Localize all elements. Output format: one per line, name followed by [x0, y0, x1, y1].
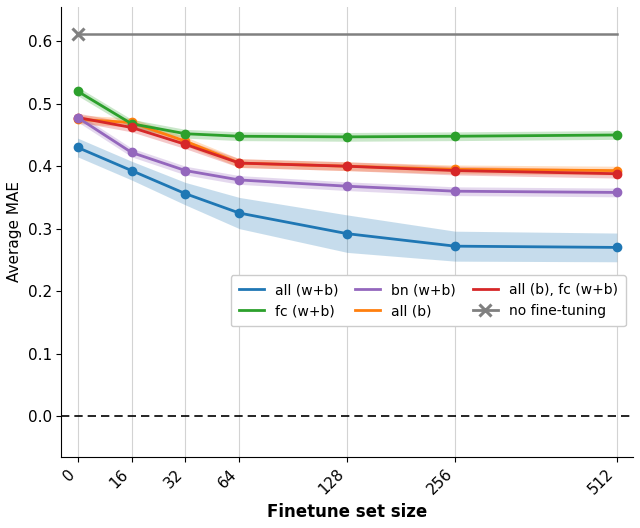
all (b), fc (w+b) [613, 171, 621, 177]
all (w+b) [128, 167, 136, 174]
bn (w+b) [74, 115, 81, 121]
Y-axis label: Average MAE: Average MAE [7, 181, 22, 282]
no fine-tuning [451, 31, 459, 37]
bn (w+b) [236, 177, 243, 183]
all (w+b) [74, 144, 81, 150]
no fine-tuning [344, 31, 351, 37]
all (b) [236, 160, 243, 166]
all (b) [182, 138, 189, 144]
all (w+b) [613, 244, 621, 251]
all (b), fc (w+b) [128, 124, 136, 130]
all (b) [451, 166, 459, 173]
bn (w+b) [128, 149, 136, 156]
no fine-tuning [613, 31, 621, 37]
fc (w+b) [236, 133, 243, 139]
Line: bn (w+b): bn (w+b) [74, 114, 621, 196]
all (b), fc (w+b) [74, 115, 81, 121]
all (w+b) [182, 191, 189, 197]
no fine-tuning [236, 31, 243, 37]
Line: fc (w+b): fc (w+b) [74, 87, 621, 141]
no fine-tuning [74, 31, 81, 37]
fc (w+b) [128, 120, 136, 127]
all (b) [613, 167, 621, 174]
no fine-tuning [182, 31, 189, 37]
bn (w+b) [344, 183, 351, 190]
Line: all (w+b): all (w+b) [74, 143, 621, 251]
all (w+b) [451, 243, 459, 249]
X-axis label: Finetune set size: Finetune set size [267, 503, 428, 521]
no fine-tuning [128, 31, 136, 37]
Line: no fine-tuning: no fine-tuning [72, 27, 623, 40]
all (w+b) [344, 231, 351, 237]
fc (w+b) [451, 133, 459, 139]
all (b) [128, 119, 136, 126]
all (b), fc (w+b) [236, 160, 243, 166]
Line: all (b): all (b) [74, 115, 621, 175]
fc (w+b) [74, 88, 81, 95]
Legend: all (w+b), fc (w+b), bn (w+b), all (b), all (b), fc (w+b), no fine-tuning: all (w+b), fc (w+b), bn (w+b), all (b), … [230, 275, 626, 326]
all (b), fc (w+b) [344, 163, 351, 169]
all (b), fc (w+b) [182, 141, 189, 147]
fc (w+b) [344, 134, 351, 140]
bn (w+b) [182, 167, 189, 174]
fc (w+b) [613, 132, 621, 138]
all (b) [74, 116, 81, 122]
bn (w+b) [451, 188, 459, 194]
Line: all (b), fc (w+b): all (b), fc (w+b) [74, 114, 621, 178]
bn (w+b) [613, 189, 621, 195]
all (b) [344, 163, 351, 169]
all (b), fc (w+b) [451, 167, 459, 174]
all (w+b) [236, 210, 243, 216]
fc (w+b) [182, 130, 189, 137]
